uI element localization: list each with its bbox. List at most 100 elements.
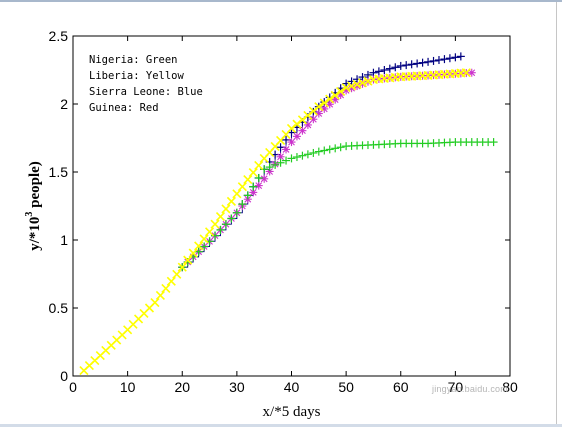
data-point-yellow — [161, 283, 171, 293]
data-point-green — [298, 151, 307, 160]
data-point-yellow — [194, 241, 204, 251]
data-point-yellow — [314, 102, 324, 112]
data-point-green — [232, 208, 241, 217]
data-point-yellow — [232, 189, 242, 199]
data-point-blue — [456, 52, 465, 61]
data-point-yellow — [254, 160, 264, 171]
legend-line-nigeria: Nigeria: Green — [89, 54, 178, 66]
y-tick-label: 0 — [60, 368, 68, 384]
data-point-green — [325, 145, 334, 154]
data-point-green — [243, 191, 252, 200]
y-tick-label: 2.5 — [49, 28, 69, 44]
data-point-yellow — [188, 248, 198, 258]
axis-labels: x/*5 days y/*103 people) — [24, 161, 321, 420]
watermark-text: jingyan.baidu.com — [432, 384, 508, 394]
data-point-yellow — [336, 86, 346, 97]
series-layer — [79, 52, 498, 376]
data-point-yellow — [183, 255, 193, 265]
y-tick-label: 1 — [60, 232, 68, 248]
axis-ticks: 0 10 20 30 40 50 60 70 80 0 0.5 1 1.5 2 2.5 — [49, 28, 518, 395]
data-point-blue — [385, 64, 394, 73]
data-point-blue — [451, 53, 460, 62]
data-point-blue — [358, 73, 367, 82]
x-tick-label: 40 — [284, 379, 300, 395]
data-point-blue — [418, 58, 427, 67]
x-tick-label: 50 — [338, 379, 354, 395]
data-point-yellow — [172, 269, 182, 279]
data-point-yellow — [325, 94, 335, 104]
data-point-blue — [445, 54, 454, 63]
y-axis-label-exponent: 3 — [24, 212, 35, 217]
data-point-red — [260, 174, 269, 183]
data-point-blue — [396, 61, 405, 70]
data-point-blue — [407, 60, 416, 69]
data-point-yellow — [461, 68, 471, 78]
data-point-green — [200, 242, 209, 251]
data-point-yellow — [221, 204, 231, 214]
y-tick-label: 0.5 — [49, 300, 69, 316]
data-point-blue — [380, 66, 389, 74]
legend-line-guinea: Guinea: Red — [89, 102, 159, 114]
data-point-green — [314, 147, 323, 156]
data-point-green — [336, 143, 345, 152]
data-point-yellow — [248, 167, 258, 178]
x-tick-label: 70 — [448, 379, 464, 395]
data-point-yellow — [243, 175, 253, 185]
data-point-yellow — [155, 290, 165, 301]
data-point-yellow — [357, 78, 368, 88]
data-point-green — [292, 153, 301, 162]
x-tick-label: 10 — [120, 379, 136, 395]
y-axis-label-base: y/*10 — [27, 217, 43, 251]
data-point-yellow — [347, 81, 357, 91]
data-point-blue — [374, 67, 383, 76]
x-tick-label: 0 — [69, 379, 77, 395]
y-axis-label: y/*103 people) — [24, 161, 43, 251]
y-axis-label-suffix: people) — [27, 161, 43, 211]
x-axis-label: x/*5 days — [263, 404, 321, 420]
legend-line-liberia: Liberia: Yellow — [89, 70, 184, 82]
data-point-green — [331, 144, 340, 153]
data-point-blue — [369, 68, 378, 77]
legend-annotation: Nigeria: Green Liberia: Yellow Sierra Le… — [89, 52, 203, 116]
data-point-green — [287, 154, 296, 163]
x-tick-label: 80 — [502, 379, 518, 395]
series-green — [178, 138, 498, 272]
y-tick-label: 1.5 — [49, 164, 69, 180]
x-tick-label: 30 — [229, 379, 245, 395]
data-point-yellow — [226, 196, 236, 206]
data-point-green — [249, 182, 258, 191]
data-point-green — [276, 158, 285, 167]
data-point-green — [227, 214, 236, 223]
data-point-blue — [363, 70, 372, 79]
data-point-red — [467, 68, 476, 77]
data-point-red — [287, 138, 296, 147]
data-point-green — [320, 146, 329, 155]
data-point-yellow — [237, 182, 247, 192]
data-point-blue — [413, 59, 422, 68]
data-point-red — [292, 132, 301, 141]
data-point-yellow — [352, 79, 362, 89]
data-point-green — [238, 200, 247, 209]
data-point-blue — [429, 56, 438, 65]
data-point-yellow — [204, 227, 215, 237]
figure-frame — [0, 2, 557, 424]
data-point-green — [221, 220, 230, 229]
data-point-green — [194, 247, 203, 256]
x-tick-label: 60 — [393, 379, 409, 395]
data-point-blue — [440, 55, 449, 64]
data-point-red — [254, 181, 263, 190]
data-point-blue — [391, 63, 400, 72]
data-point-yellow — [199, 234, 209, 244]
svg-text:y/*103 people): y/*103 people) — [24, 161, 43, 251]
x-tick-label: 20 — [174, 379, 190, 395]
data-point-yellow — [177, 262, 187, 272]
y-tick-label: 2 — [60, 96, 68, 112]
data-point-yellow — [363, 76, 373, 86]
data-point-blue — [434, 56, 443, 65]
data-point-blue — [424, 57, 433, 66]
data-point-green — [216, 225, 225, 234]
data-point-yellow — [215, 212, 226, 222]
page-bottom-border — [0, 424, 562, 427]
legend-line-sierra-leone: Sierra Leone: Blue — [89, 86, 203, 98]
